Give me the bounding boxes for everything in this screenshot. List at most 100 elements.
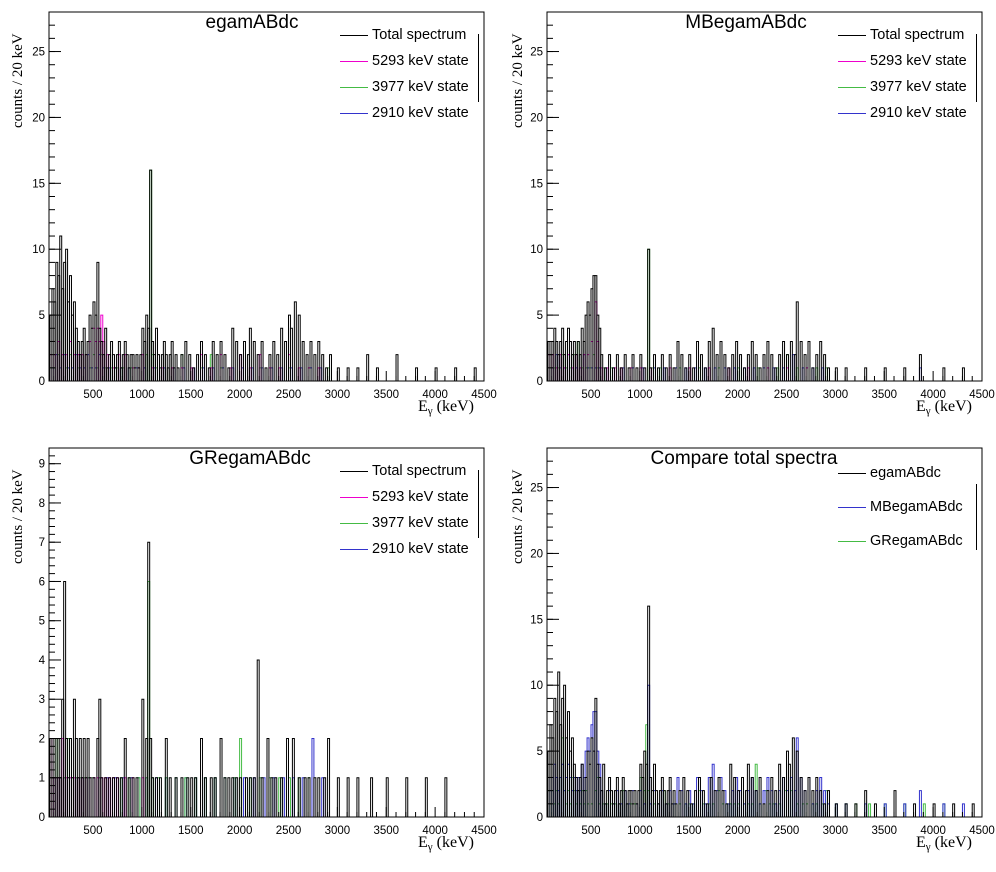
- histogram-bin: [785, 354, 789, 381]
- histogram-bin: [699, 354, 703, 381]
- legend-border: [976, 484, 977, 550]
- y-tick-label: 20: [32, 112, 45, 124]
- x-tick-label: 1000: [627, 389, 653, 401]
- x-axis-label-sub: γ: [925, 841, 931, 853]
- chart-title: Compare total spectra: [650, 448, 838, 469]
- histogram-bin: [615, 776, 619, 817]
- histogram-bin: [723, 354, 727, 381]
- histogram-bin: [770, 776, 774, 817]
- y-tick-label: 1: [39, 773, 45, 785]
- histogram-bin: [346, 367, 350, 381]
- histogram-bin: [918, 354, 922, 381]
- histogram-bin: [209, 777, 213, 817]
- histogram-bin: [656, 367, 660, 381]
- histogram-bin: [686, 790, 690, 817]
- x-tick-label: 4500: [969, 825, 995, 837]
- legend-label: 5293 keV state: [372, 489, 469, 505]
- legend-border: [478, 34, 479, 102]
- histogram-bin: [864, 367, 868, 381]
- legend-label: 3977 keV state: [870, 79, 967, 95]
- x-axis-label: Eγ (keV): [916, 834, 972, 853]
- y-axis-label: counts / 20 keV: [10, 33, 26, 128]
- series-gregamabdc: [547, 724, 946, 817]
- histogram-bin: [684, 367, 688, 381]
- x-tick-label: 1000: [129, 825, 155, 837]
- histogram-bin: [203, 354, 207, 381]
- histogram-bin: [639, 354, 643, 381]
- histogram-bin: [104, 327, 108, 381]
- histogram-bin: [594, 697, 598, 817]
- histogram-bin: [758, 776, 762, 817]
- histogram-bin: [235, 340, 239, 381]
- plot-frame: [48, 447, 485, 818]
- x-tick-label: 1500: [178, 389, 204, 401]
- histogram-bin: [823, 803, 827, 817]
- x-tick-label: 4500: [969, 389, 995, 401]
- histogram-bin: [819, 790, 823, 817]
- histogram-bin: [727, 367, 731, 381]
- legend-swatch-3977: [838, 87, 866, 88]
- chart-title: MBegamABdc: [685, 12, 807, 33]
- x-tick-label: 2000: [725, 825, 751, 837]
- y-tick-label: 15: [32, 178, 45, 190]
- y-tick-label: 7: [39, 537, 45, 549]
- histogram-bin: [276, 354, 280, 381]
- histogram-bin: [200, 340, 203, 381]
- histogram-bin: [742, 367, 746, 381]
- histogram-bin: [600, 354, 604, 381]
- histogram-bin: [215, 354, 219, 381]
- y-tick-label: 8: [39, 498, 45, 510]
- histogram-bin: [239, 354, 243, 381]
- chart-title: egamABdc: [205, 12, 299, 33]
- histogram-bin: [647, 248, 651, 381]
- histogram-bin: [811, 790, 815, 817]
- histogram-bin: [321, 354, 325, 381]
- histogram-bin: [272, 340, 276, 381]
- histogram-bin: [147, 541, 151, 817]
- histogram-bin: [664, 367, 668, 381]
- histogram-bin: [961, 367, 965, 381]
- histogram-bin: [325, 367, 329, 381]
- histogram-bin: [174, 777, 178, 817]
- x-tick-label: 3500: [373, 389, 399, 401]
- histogram-bin: [366, 354, 370, 381]
- x-tick-label: 4000: [920, 389, 946, 401]
- histogram-bin: [823, 354, 827, 381]
- histogram-bin: [811, 367, 815, 381]
- histogram-bin: [827, 790, 831, 817]
- histogram-bin: [207, 367, 211, 381]
- x-tick-label: 1500: [676, 825, 702, 837]
- histogram-bin: [647, 605, 651, 817]
- histogram-bin: [243, 340, 246, 381]
- histogram-bin: [309, 340, 313, 381]
- legend-label: 2910 keV state: [372, 541, 469, 557]
- histogram-bin: [227, 777, 231, 817]
- x-axis-label-var: E: [418, 398, 428, 415]
- histogram-bin: [778, 354, 782, 381]
- y-tick-label: 15: [530, 614, 543, 626]
- histogram-bin: [327, 737, 331, 817]
- y-tick-label: 9: [39, 459, 45, 471]
- histogram-bin: [844, 367, 848, 381]
- histogram-bin: [619, 367, 623, 381]
- histogram-bin: [694, 790, 698, 817]
- histogram-bin: [303, 777, 307, 817]
- x-tick-label: 2500: [774, 389, 800, 401]
- histogram-bin: [903, 367, 907, 381]
- histogram-bin: [346, 777, 350, 817]
- histogram-bin: [219, 737, 223, 817]
- histogram-bin: [127, 777, 131, 817]
- histogram-bin: [164, 737, 168, 817]
- histogram-bin: [231, 327, 235, 381]
- histogram-bin: [922, 803, 926, 817]
- legend-border: [976, 34, 977, 102]
- histogram-bin: [356, 367, 360, 381]
- histogram-bin: [405, 777, 409, 817]
- y-tick-label: 5: [537, 310, 543, 322]
- histogram-bin: [819, 340, 823, 381]
- x-axis-label-sub: γ: [925, 405, 931, 417]
- histogram-bin: [473, 367, 477, 381]
- series-total-spectrum: [49, 169, 477, 381]
- x-axis-label-var: E: [916, 398, 926, 415]
- x-tick-label: 2500: [774, 825, 800, 837]
